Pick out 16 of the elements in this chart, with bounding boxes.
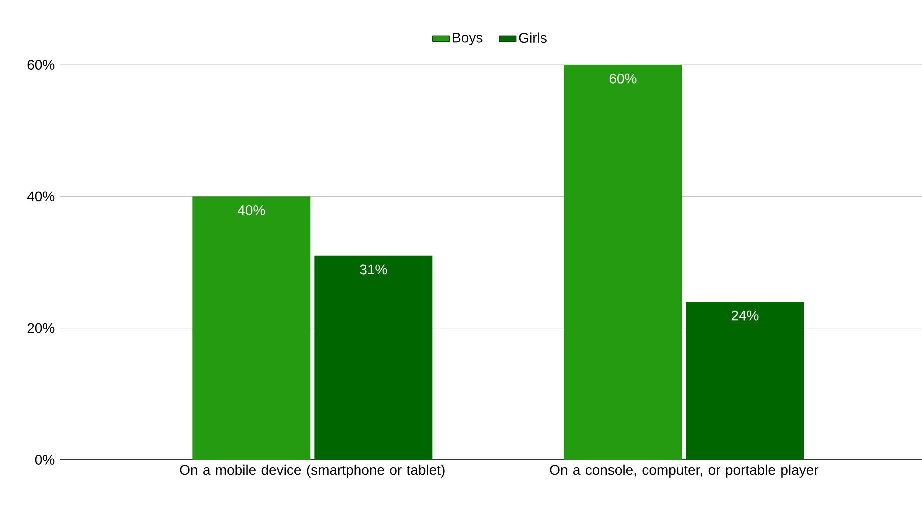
data-label: 31%: [360, 264, 388, 275]
y-tick-label: 60%: [28, 60, 55, 70]
data-label: 24%: [732, 310, 759, 321]
bar: [564, 64, 682, 460]
data-label: 40%: [238, 206, 266, 216]
bar: [314, 256, 433, 460]
y-tick-label: 20%: [28, 323, 55, 334]
y-tick-label: 40%: [27, 192, 55, 202]
data-label: 60%: [610, 74, 637, 84]
x-tick-label: On a mobile device (smartphone or tablet): [180, 464, 445, 478]
legend-label: Girls: [519, 32, 547, 44]
bar: [686, 302, 804, 460]
y-tick-label: 0%: [35, 455, 55, 465]
x-tick-label: On a console, computer, or portable player: [550, 464, 819, 478]
bar: [192, 196, 311, 460]
legend-label: Boys: [453, 33, 483, 46]
